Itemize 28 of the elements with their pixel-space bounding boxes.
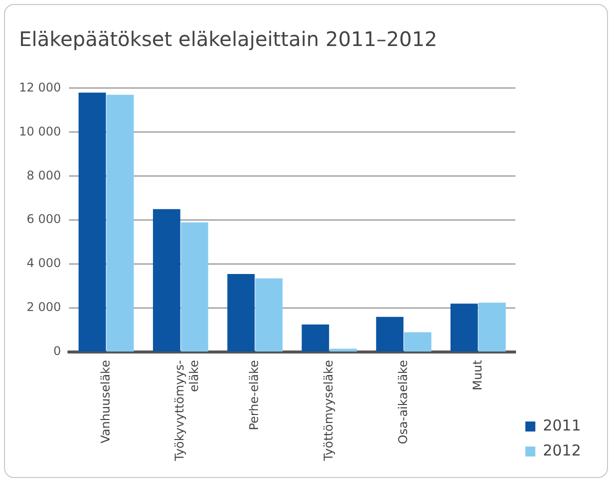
y-tick-label: 8 000 [26, 168, 61, 182]
bar [255, 278, 283, 352]
x-tick-label: Vanhuuseläke [98, 360, 112, 444]
bar [478, 302, 506, 352]
x-tick-label: Työttömyyseläke [321, 360, 336, 462]
x-tick-label: Osa-aikaeläke [396, 360, 410, 444]
bar [152, 209, 180, 352]
y-tick-label: 12 000 [18, 80, 61, 94]
bar [78, 92, 106, 352]
bar [404, 332, 432, 352]
x-tick-label: Perhe-eläke [247, 360, 262, 430]
bar [330, 348, 357, 352]
x-tick-label: Työkyvyttömyys- eläke [172, 360, 202, 462]
bar [227, 274, 255, 352]
bar [450, 304, 478, 352]
y-tick-label: 6 000 [26, 212, 61, 226]
bar [376, 316, 404, 352]
y-tick-label: 2 000 [26, 300, 61, 314]
y-tick-label: 0 [53, 344, 61, 358]
bar [302, 324, 330, 352]
x-tick-label: Muut [470, 360, 484, 390]
chart-title: Eläkepäätökset eläkelajeittain 2011–2012 [19, 27, 438, 51]
legend-label: 2012 [542, 441, 582, 460]
legend-label: 2011 [542, 416, 582, 434]
y-tick-label: 10 000 [18, 124, 61, 138]
bar [106, 94, 134, 352]
bar [180, 222, 208, 352]
y-tick-label: 4 000 [26, 256, 61, 270]
